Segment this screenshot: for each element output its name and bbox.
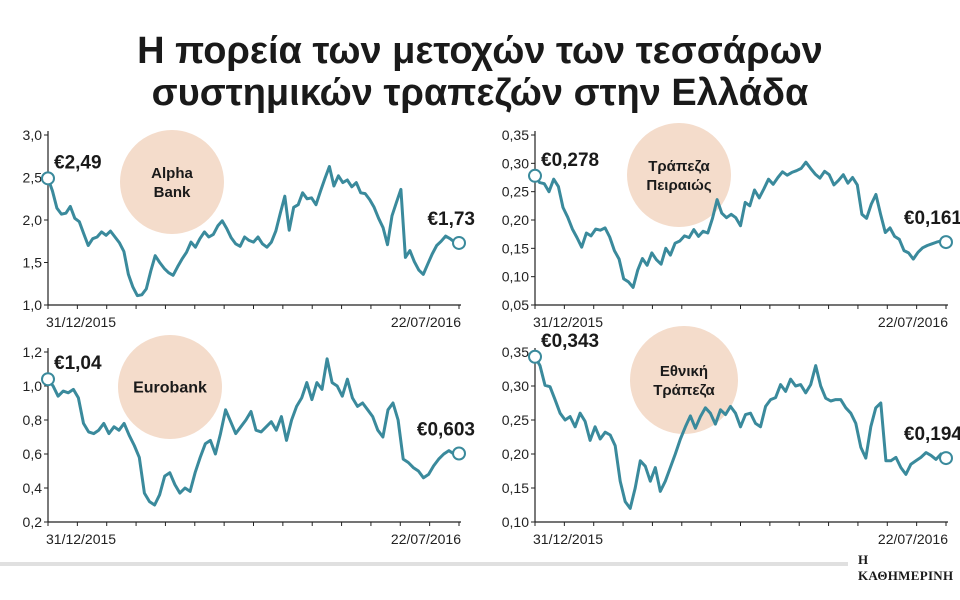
chart-4-y-tick-label: 0,20 — [502, 446, 529, 462]
footer-rule — [0, 562, 848, 566]
chart-1-y-tick-label: 1,5 — [23, 255, 43, 271]
chart-3-badge — [118, 335, 222, 439]
chart-4-badge-label: Εθνική — [660, 363, 708, 380]
chart-1-y-tick-label: 1,0 — [23, 297, 43, 313]
title-line-2: συστημικών τραπεζών στην Ελλάδα — [151, 72, 809, 114]
chart-4-end-point — [939, 451, 953, 466]
chart-1-x-start-label: 31/12/2015 — [46, 314, 116, 330]
chart-4-y-tick-label: 0,35 — [502, 344, 529, 360]
chart-3-y-tick-label: 1,0 — [23, 378, 43, 394]
chart-4-badge-label: Τράπεζα — [653, 382, 715, 399]
chart-3-y-tick-label: 0,8 — [23, 412, 43, 428]
chart-2-y-tick-label: 0,30 — [502, 155, 529, 171]
chart-3-end-point — [452, 446, 466, 461]
chart-4-y-tick-label: 0,10 — [502, 514, 529, 530]
chart-2-x-start-label: 31/12/2015 — [533, 314, 603, 330]
chart-3-y-tick-label: 1,2 — [23, 344, 43, 360]
chart-1-start-point — [41, 171, 55, 186]
chart-2-y-tick-label: 0,20 — [502, 212, 529, 228]
chart-2-badge — [627, 123, 731, 227]
chart-2-series-line — [533, 160, 948, 289]
chart-4-y-tick-label: 0,30 — [502, 378, 529, 394]
chart-4-x-end-label: 22/07/2016 — [878, 531, 948, 547]
chart-1-x-end-label: 22/07/2016 — [391, 314, 461, 330]
chart-1-end-value: €1,73 — [427, 209, 475, 230]
chart-3-series-line — [46, 357, 461, 507]
chart-4-start-value: €0,343 — [541, 331, 599, 352]
title-line-1: Η πορεία των μετοχών των τεσσάρων — [137, 30, 823, 72]
chart-1-start-value: €2,49 — [54, 152, 102, 173]
chart-2-badge-label: Πειραιώς — [646, 177, 711, 194]
chart-2-y-tick-label: 0,25 — [502, 184, 529, 200]
chart-2-badge-label: Τράπεζα — [648, 158, 710, 175]
chart-2-y-tick-label: 0,10 — [502, 269, 529, 285]
chart-2-end-point — [939, 235, 953, 250]
chart-1-y-tick-label: 2,5 — [23, 170, 43, 186]
chart-1-badge — [120, 130, 224, 234]
chart-2-start-point — [528, 168, 542, 183]
chart-3-start-point — [41, 372, 55, 387]
chart-4-start-point — [528, 349, 542, 364]
chart-2-end-value: €0,161 — [904, 208, 960, 229]
chart-3-y-tick-label: 0,6 — [23, 446, 43, 462]
chart-2-x-end-label: 22/07/2016 — [878, 314, 948, 330]
chart-1-series-line — [46, 165, 461, 298]
chart-title: Η πορεία των μετοχών των τεσσάρων συστημ… — [0, 30, 960, 114]
chart-1-badge-label: Alpha — [151, 165, 193, 182]
chart-4-series-line — [533, 355, 948, 510]
chart-3-badge-label: Eurobank — [133, 380, 207, 397]
chart-3-x-start-label: 31/12/2015 — [46, 531, 116, 547]
chart-4-y-tick-label: 0,15 — [502, 480, 529, 496]
chart-3-x-end-label: 22/07/2016 — [391, 531, 461, 547]
chart-2-y-tick-label: 0,15 — [502, 240, 529, 256]
chart-3-start-value: €1,04 — [54, 353, 102, 374]
chart-4-end-value: €0,194 — [904, 424, 960, 445]
publisher-brand: Η ΚΑΘΗΜΕΡΙΝΗ — [858, 552, 954, 583]
chart-1-y-tick-label: 2,0 — [23, 212, 43, 228]
chart-3-end-value: €0,603 — [417, 419, 475, 440]
chart-2-y-tick-label: 0,05 — [502, 297, 529, 313]
chart-4-x-start-label: 31/12/2015 — [533, 531, 603, 547]
chart-2-y-tick-label: 0,35 — [502, 127, 529, 143]
chart-1-end-point — [452, 235, 466, 250]
chart-2-start-value: €0,278 — [541, 150, 599, 171]
chart-4-y-tick-label: 0,25 — [502, 412, 529, 428]
chart-1-badge-label: Bank — [154, 184, 191, 201]
chart-4-badge — [630, 326, 738, 434]
chart-3-y-tick-label: 0,4 — [23, 480, 43, 496]
chart-1-y-tick-label: 3,0 — [23, 127, 43, 143]
chart-3-y-tick-label: 0,2 — [23, 514, 43, 530]
